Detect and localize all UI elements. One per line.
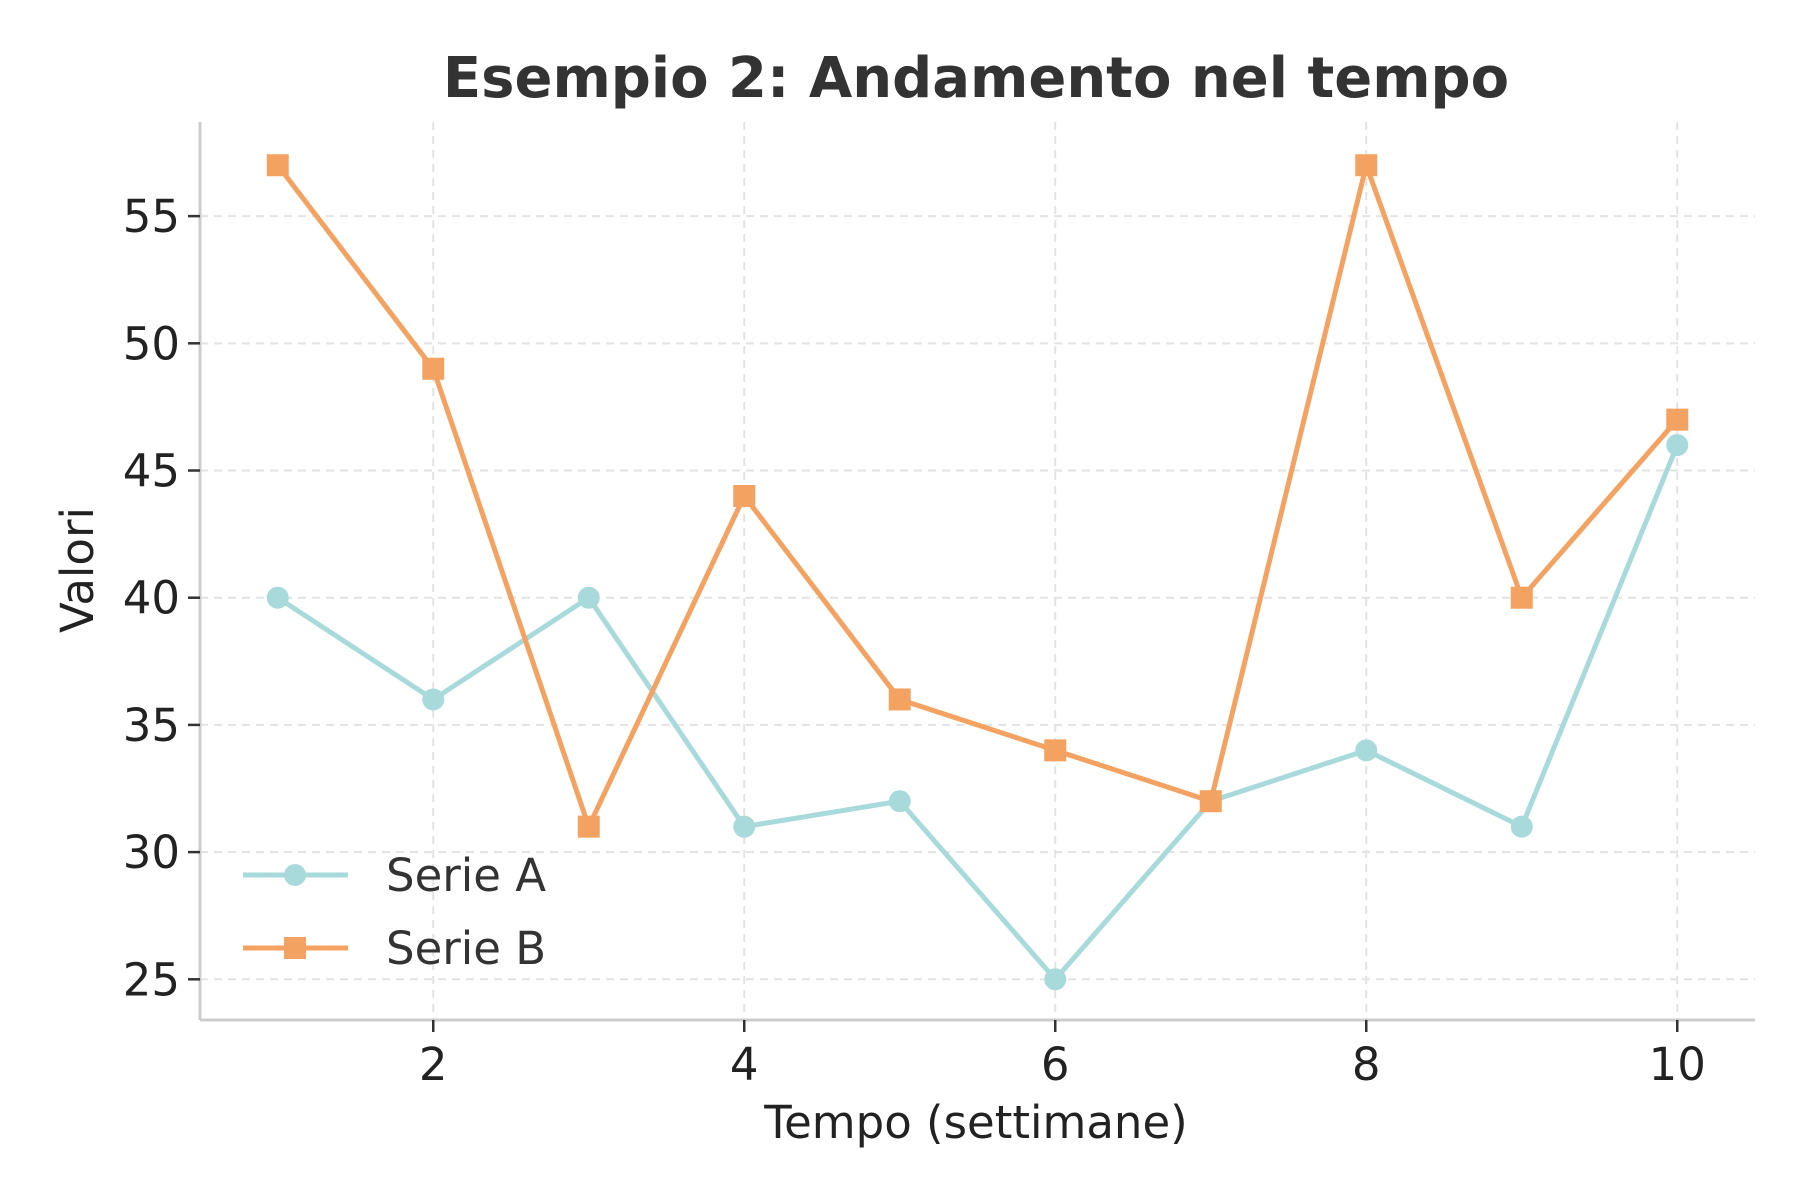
data-point <box>422 357 445 380</box>
legend-entry: Serie A <box>243 849 546 902</box>
data-point <box>1355 739 1378 762</box>
data-point <box>266 154 289 177</box>
legend-label: Serie A <box>386 849 546 902</box>
data-point <box>888 790 911 813</box>
y-tick-label: 45 <box>123 445 180 498</box>
y-tick-label: 40 <box>123 572 180 625</box>
axes-spines <box>198 122 1755 1022</box>
series-line <box>276 444 1680 982</box>
series-line <box>275 162 1680 830</box>
y-tick-label: 55 <box>123 190 180 243</box>
y-axis-label: Valori <box>51 507 104 633</box>
legend-marker <box>284 937 306 959</box>
series-a <box>266 434 1689 991</box>
data-point <box>733 815 756 838</box>
y-tick-label: 50 <box>123 317 180 370</box>
grid <box>200 122 1755 1020</box>
legend-label: Serie B <box>386 922 546 975</box>
data-point <box>266 586 289 609</box>
data-point <box>1510 815 1533 838</box>
legend-marker <box>284 864 306 886</box>
x-tick-label: 4 <box>730 1038 759 1091</box>
x-tick-label: 10 <box>1649 1038 1706 1091</box>
data-point <box>1510 586 1533 609</box>
x-tick-label: 6 <box>1041 1038 1070 1091</box>
data-point <box>733 484 756 507</box>
x-tick-label: 8 <box>1352 1038 1381 1091</box>
y-tick-label: 35 <box>123 699 180 752</box>
data-point <box>1044 739 1067 762</box>
x-tick-label: 2 <box>419 1038 448 1091</box>
data-point <box>1666 408 1689 431</box>
axis-ticks: 2 4 6 8 10 25 30 35 40 45 50 55 <box>123 190 1706 1091</box>
x-axis-label: Tempo (settimane) <box>763 1096 1187 1149</box>
legend-entry: Serie B <box>243 922 546 975</box>
data-point <box>577 815 600 838</box>
y-tick-label: 30 <box>123 826 180 879</box>
data-point <box>422 688 445 711</box>
data-point <box>1044 968 1067 991</box>
y-tick-label: 25 <box>123 953 180 1006</box>
data-point <box>1199 790 1222 813</box>
data-point <box>888 688 911 711</box>
data-point <box>1355 154 1378 177</box>
series-b <box>266 154 1689 838</box>
chart-title: Esempio 2: Andamento nel tempo <box>443 46 1509 111</box>
data-point <box>577 586 600 609</box>
data-point <box>1666 434 1689 457</box>
legend: Serie A Serie B <box>243 849 546 975</box>
series-layer <box>266 154 1689 991</box>
